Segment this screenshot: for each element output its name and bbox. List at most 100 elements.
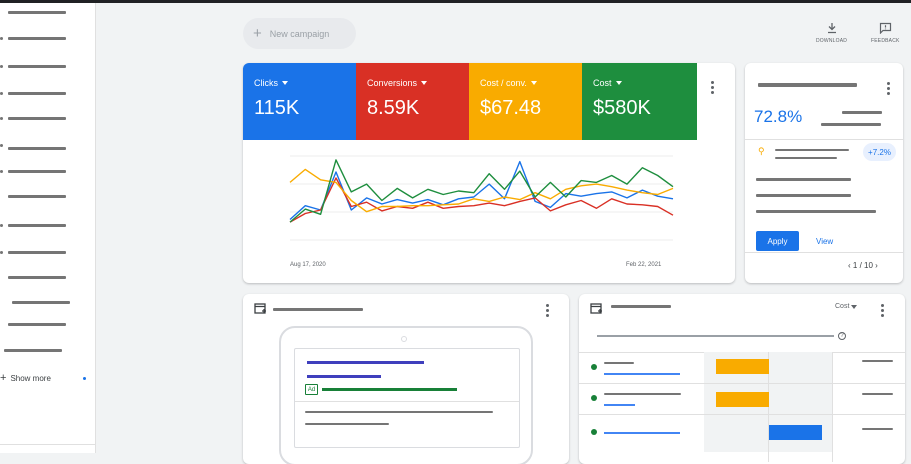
prev-icon[interactable]: ‹ xyxy=(848,261,851,270)
expand-icon[interactable] xyxy=(0,224,3,227)
ad-url xyxy=(322,388,457,391)
sidebar: + Show more xyxy=(0,3,96,453)
series-line-2 xyxy=(289,168,674,213)
row-divider xyxy=(579,414,905,415)
sidebar-item[interactable] xyxy=(8,11,66,14)
ad-headline xyxy=(307,375,381,378)
performance-card: Clicks 115K Conversions 8.59K Cost / con… xyxy=(243,63,735,283)
card-title xyxy=(611,305,671,308)
sidebar-item[interactable] xyxy=(8,37,66,40)
metric-clicks[interactable]: Clicks 115K xyxy=(243,63,356,140)
series-line-0 xyxy=(289,160,674,221)
expand-icon[interactable] xyxy=(0,170,3,173)
plus-icon: + xyxy=(253,25,262,42)
expand-icon[interactable] xyxy=(0,65,3,68)
cost-bar xyxy=(716,359,769,374)
cost-bar xyxy=(769,425,822,440)
more-options-icon[interactable] xyxy=(546,304,549,319)
apply-button[interactable]: Apply xyxy=(756,231,799,251)
expand-icon[interactable] xyxy=(0,251,3,254)
expand-icon[interactable] xyxy=(0,92,3,95)
row-value xyxy=(862,393,893,395)
sidebar-item[interactable] xyxy=(8,195,66,198)
view-link[interactable]: View xyxy=(816,237,834,246)
more-options-icon[interactable] xyxy=(711,81,714,96)
row-link[interactable] xyxy=(604,432,680,434)
feedback-button[interactable]: FEEDBACK xyxy=(871,22,900,44)
sidebar-item[interactable] xyxy=(4,349,62,352)
expand-icon[interactable] xyxy=(0,144,3,147)
status-dot xyxy=(591,429,597,435)
description-line xyxy=(756,178,851,181)
card-title xyxy=(273,308,363,311)
sidebar-item[interactable] xyxy=(8,65,66,68)
show-more-button[interactable]: + Show more xyxy=(0,372,51,384)
column-divider xyxy=(768,352,769,462)
sidebar-item[interactable] xyxy=(8,117,66,120)
download-label: DOWNLOAD xyxy=(816,38,848,44)
chart-start-date: Aug 17, 2020 xyxy=(290,262,326,268)
row-link[interactable] xyxy=(604,373,680,375)
more-options-icon[interactable] xyxy=(881,304,884,319)
divider xyxy=(295,401,519,402)
show-more-label: Show more xyxy=(10,373,51,383)
optimization-score: 72.8% xyxy=(754,107,803,126)
download-icon xyxy=(827,23,836,34)
expand-icon[interactable] xyxy=(0,117,3,120)
row-link[interactable] xyxy=(604,404,635,406)
sidebar-item[interactable] xyxy=(8,276,66,279)
metric-label: Clicks xyxy=(254,78,278,88)
more-options-icon[interactable] xyxy=(887,82,890,97)
caret-down-icon xyxy=(851,304,858,309)
ad-label-icon: Ad xyxy=(305,384,318,395)
recommendation-line xyxy=(775,157,837,159)
sidebar-item[interactable] xyxy=(8,323,66,326)
sidebar-item[interactable] xyxy=(8,224,66,227)
top-border xyxy=(0,0,911,3)
feedback-icon xyxy=(879,22,891,34)
row-divider xyxy=(579,383,905,384)
ad-preview: Ad xyxy=(294,348,520,448)
metric-cost-per-conv[interactable]: Cost / conv. $67.48 xyxy=(469,63,582,140)
divider xyxy=(745,252,903,253)
status-dot xyxy=(591,364,597,370)
metric-label: Cost xyxy=(593,78,612,88)
caret-down-icon xyxy=(421,81,428,85)
metric-value: $67.48 xyxy=(480,97,542,119)
recommendation-line xyxy=(775,149,849,151)
metric-cost[interactable]: Cost $580K xyxy=(582,63,697,140)
score-change-badge: +7.2% xyxy=(863,143,896,161)
score-text-line xyxy=(821,123,881,126)
performance-chart xyxy=(289,155,674,241)
download-button[interactable]: DOWNLOAD xyxy=(816,22,847,44)
sidebar-item[interactable] xyxy=(8,92,66,95)
sidebar-item[interactable] xyxy=(8,251,66,254)
expand-icon[interactable] xyxy=(0,37,3,40)
feedback-label: FEEDBACK xyxy=(871,38,900,44)
phone-camera xyxy=(401,336,407,342)
help-icon[interactable]: ? xyxy=(838,332,846,340)
row-label xyxy=(604,393,681,395)
recommendation-card: 72.8% ⚲ +7.2% Apply View ‹ 1 / 10 › xyxy=(745,63,903,283)
metric-label: Cost / conv. xyxy=(480,78,527,88)
card-title xyxy=(758,83,857,87)
metric-conversions[interactable]: Conversions 8.59K xyxy=(356,63,469,140)
phone-mockup: Ad xyxy=(279,326,533,464)
ad-description xyxy=(305,411,493,413)
metric-selector[interactable]: Cost xyxy=(835,303,858,310)
search-icon: ⚲ xyxy=(758,146,765,156)
ad-preview-card: Ad xyxy=(243,294,569,464)
next-icon[interactable]: › xyxy=(875,261,878,270)
divider xyxy=(745,139,903,140)
metric-selector-label: Cost xyxy=(835,303,850,310)
metric-label: Conversions xyxy=(367,78,418,88)
new-campaign-button[interactable]: + New campaign xyxy=(243,18,356,49)
cost-bar xyxy=(716,392,769,407)
sidebar-item[interactable] xyxy=(8,147,66,150)
sidebar-item[interactable] xyxy=(8,170,66,173)
sidebar-item[interactable] xyxy=(12,301,70,304)
caret-down-icon xyxy=(615,81,622,85)
metric-value: $580K xyxy=(593,97,651,119)
table-card: Cost ? xyxy=(579,294,905,464)
series-line-3 xyxy=(289,159,674,223)
